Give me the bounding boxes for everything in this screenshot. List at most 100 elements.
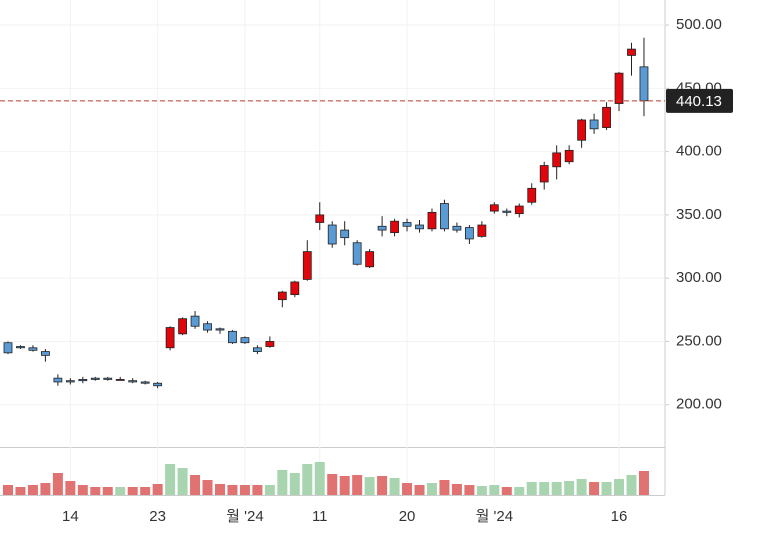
volume-bar [476,486,487,495]
volume-bar [402,483,413,495]
volume-bar [564,481,575,495]
candle-body [365,251,375,268]
volume-bar [165,464,176,495]
volume-bar [3,485,13,495]
candle-body [327,224,337,245]
candle-body [340,229,350,239]
volume-bar [289,473,300,495]
candle-body [302,251,312,280]
volume-bar [514,487,525,495]
y-tick-label: 200.00 [676,396,722,413]
candle-body [153,382,163,387]
volume-bar [638,471,649,495]
volume-bar [439,480,450,495]
candle-body [240,337,250,344]
candle-body [53,377,63,383]
x-tick-label: 20 [399,508,416,525]
volume-bar [389,478,400,495]
candle-body [589,119,599,130]
candle-body [290,281,300,296]
candle-body [103,377,113,380]
current-price-box [666,88,733,113]
volume-bar [239,485,250,495]
volume-bar [589,482,600,495]
volume-bar [364,477,375,495]
candle-body [277,291,287,301]
candle-body [315,214,325,223]
volume-bar [52,473,63,495]
candle-body [527,187,537,203]
candle-body [402,222,412,227]
volume-bar [302,464,313,495]
volume-bar [77,485,88,495]
x-tick-label: 14 [62,508,79,525]
volume-bar [65,481,76,495]
volume-bar [501,487,512,495]
x-tick-label: 23 [149,508,166,525]
candle-body [215,328,225,331]
volume-bar [327,474,338,495]
volume-bar [426,483,437,495]
candle-body [489,204,499,212]
x-tick-label: 월 '24 [226,508,264,525]
candle-body [90,377,100,380]
volume-bar [190,475,201,495]
candle-body [140,381,150,384]
candle-body [440,203,449,230]
volume-bar [90,487,101,495]
candle-body [577,119,587,141]
candle-body [639,66,649,102]
current-price-label: 440.13 [676,93,722,110]
volume-bar [27,485,38,495]
volume-bar [526,482,537,495]
candle-body [252,347,262,352]
volume-bar [177,468,188,495]
volume-bar [314,462,325,495]
candle-body [502,210,512,213]
candle-body [3,342,13,354]
volume-bar [252,485,263,495]
x-tick-label: 11 [312,508,328,525]
volume-bar [539,482,550,495]
candle-body [190,315,200,327]
volume-bar [152,484,163,495]
candle-body [552,152,562,168]
volume-bar [551,482,562,495]
volume-bar [601,482,612,495]
candle-body [28,347,38,351]
volume-bar [414,485,425,495]
volume-bar [576,479,587,495]
candle-body [390,220,399,234]
y-tick-label: 500.00 [676,16,722,33]
volume-bar [626,475,637,495]
volume-bar [102,487,113,495]
candle-body [539,165,549,183]
candle-body [564,149,574,163]
volume-bar [15,487,26,495]
volume-bar [264,485,275,495]
candle-body [41,351,50,356]
volume-bar [140,487,151,495]
x-tick-label: 16 [611,508,628,525]
candle-body [452,225,462,231]
candle-body [464,227,474,240]
candle-body [477,224,487,237]
candle-body [514,205,524,215]
candle-body [178,318,187,335]
volume-bar [214,484,225,495]
y-tick-label: 300.00 [676,269,722,286]
volume-bar [489,485,500,495]
volume-bar [352,475,363,495]
y-tick-label: 350.00 [676,206,722,223]
candle-body [352,242,362,265]
candle-body [78,379,88,382]
candle-body [65,380,75,383]
candle-body [627,48,636,56]
volume-bar [377,476,388,495]
volume-bar [277,470,288,495]
volume-bar [464,485,475,495]
y-tick-label: 250.00 [676,332,722,349]
candle-body [614,72,624,104]
candle-body [165,327,175,349]
